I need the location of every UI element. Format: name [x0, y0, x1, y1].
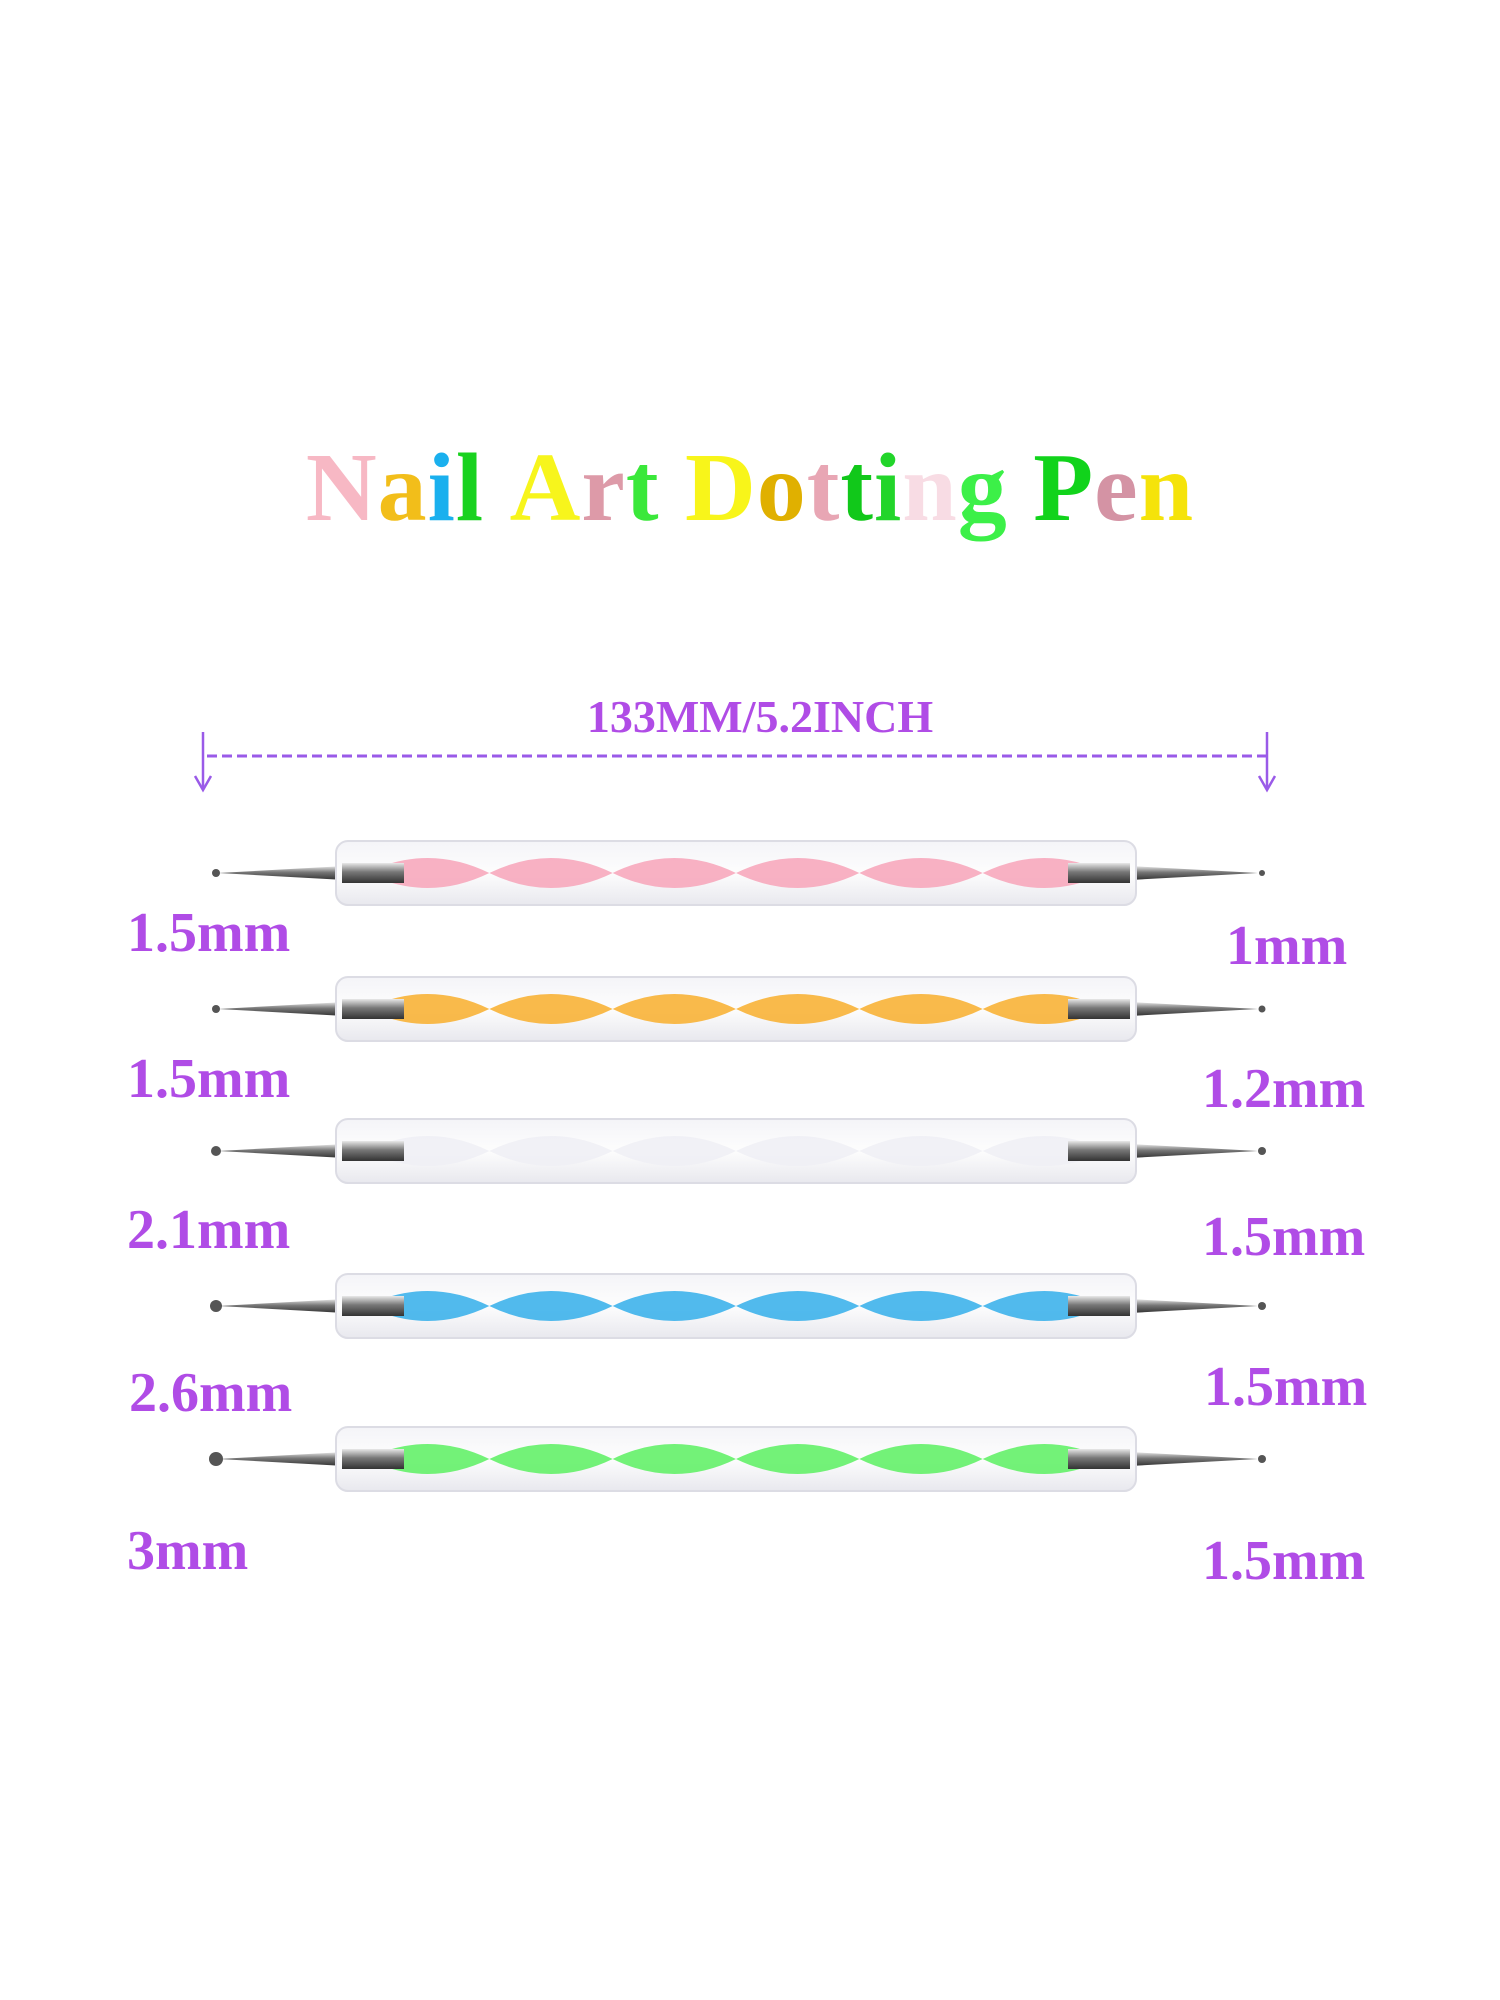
title-letter: a [377, 434, 428, 542]
right-ferrule [1068, 863, 1130, 883]
arrow-head-icon [193, 775, 213, 793]
right-stylus-tip [1130, 1452, 1258, 1466]
left-stylus-tip [218, 1299, 345, 1313]
title-letter: g [957, 434, 1008, 542]
right-stylus-tip [1130, 866, 1258, 880]
left-stylus-tip [218, 1144, 345, 1158]
pen-swirl-white [366, 1136, 1106, 1166]
title-letter: o [756, 434, 807, 542]
pen-swirl-pink [366, 858, 1106, 888]
left-ferrule [342, 1449, 404, 1469]
left-stylus-tip [218, 1452, 345, 1466]
right-ball-tip [1259, 870, 1265, 876]
right-stylus-tip [1130, 1144, 1258, 1158]
title-letter: t [625, 434, 660, 542]
left-ball-tip [210, 1300, 222, 1312]
arrow-head-icon [1257, 775, 1277, 793]
title-letter: N [305, 434, 378, 542]
right-ball-tip [1258, 1005, 1266, 1013]
pen-2-right-tip-size: 1.2mm [1202, 1058, 1366, 1120]
title-letter: r [581, 434, 626, 542]
pen-1-right-tip-size: 1mm [1226, 915, 1348, 977]
title-letter: P [1033, 434, 1095, 542]
right-ball-tip [1258, 1302, 1266, 1310]
title-letter: i [427, 434, 456, 542]
left-ferrule [342, 1141, 404, 1161]
pen-1-left-tip-size: 1.5mm [127, 902, 291, 964]
left-ball-tip [212, 1005, 220, 1013]
pen-4-left-tip-size: 2.6mm [129, 1362, 293, 1424]
title-letter: i [874, 434, 903, 542]
right-ferrule [1068, 1141, 1130, 1161]
product-title: Nail Art Dotting Pen [0, 432, 1500, 544]
pen-5-left-tip-size: 3mm [127, 1520, 249, 1582]
pen-5-right-tip-size: 1.5mm [1202, 1530, 1366, 1592]
pen-swirl-blue [366, 1291, 1106, 1321]
right-ferrule [1068, 999, 1130, 1019]
left-ball-tip [211, 1146, 221, 1156]
left-ball-tip [212, 869, 220, 877]
pen-4-right-tip-size: 1.5mm [1204, 1356, 1368, 1418]
title-letter: e [1094, 434, 1139, 542]
right-ball-tip [1258, 1455, 1266, 1463]
title-letter: l [455, 434, 485, 542]
right-stylus-tip [1130, 1002, 1258, 1016]
pen-swirl-orange [366, 994, 1106, 1024]
title-letter: D [684, 434, 757, 542]
title-letter: t [840, 434, 875, 542]
left-ferrule [342, 863, 404, 883]
right-stylus-tip [1130, 1299, 1258, 1313]
right-ferrule [1068, 1449, 1130, 1469]
left-ferrule [342, 1296, 404, 1316]
pen-3-right-tip-size: 1.5mm [1202, 1206, 1366, 1268]
left-stylus-tip [218, 1002, 345, 1016]
title-letter: A [509, 434, 582, 542]
pen-2-left-tip-size: 1.5mm [127, 1048, 291, 1110]
title-letter: t [806, 434, 841, 542]
right-ball-tip [1258, 1147, 1266, 1155]
length-measurement-label: 133MM/5.2INCH [586, 691, 934, 742]
left-ferrule [342, 999, 404, 1019]
right-ferrule [1068, 1296, 1130, 1316]
left-stylus-tip [218, 866, 345, 880]
left-ball-tip [209, 1452, 223, 1466]
title-letter: n [902, 434, 958, 542]
title-letter: n [1138, 434, 1195, 542]
pen-swirl-green [366, 1444, 1106, 1474]
pen-3-left-tip-size: 2.1mm [127, 1199, 291, 1261]
